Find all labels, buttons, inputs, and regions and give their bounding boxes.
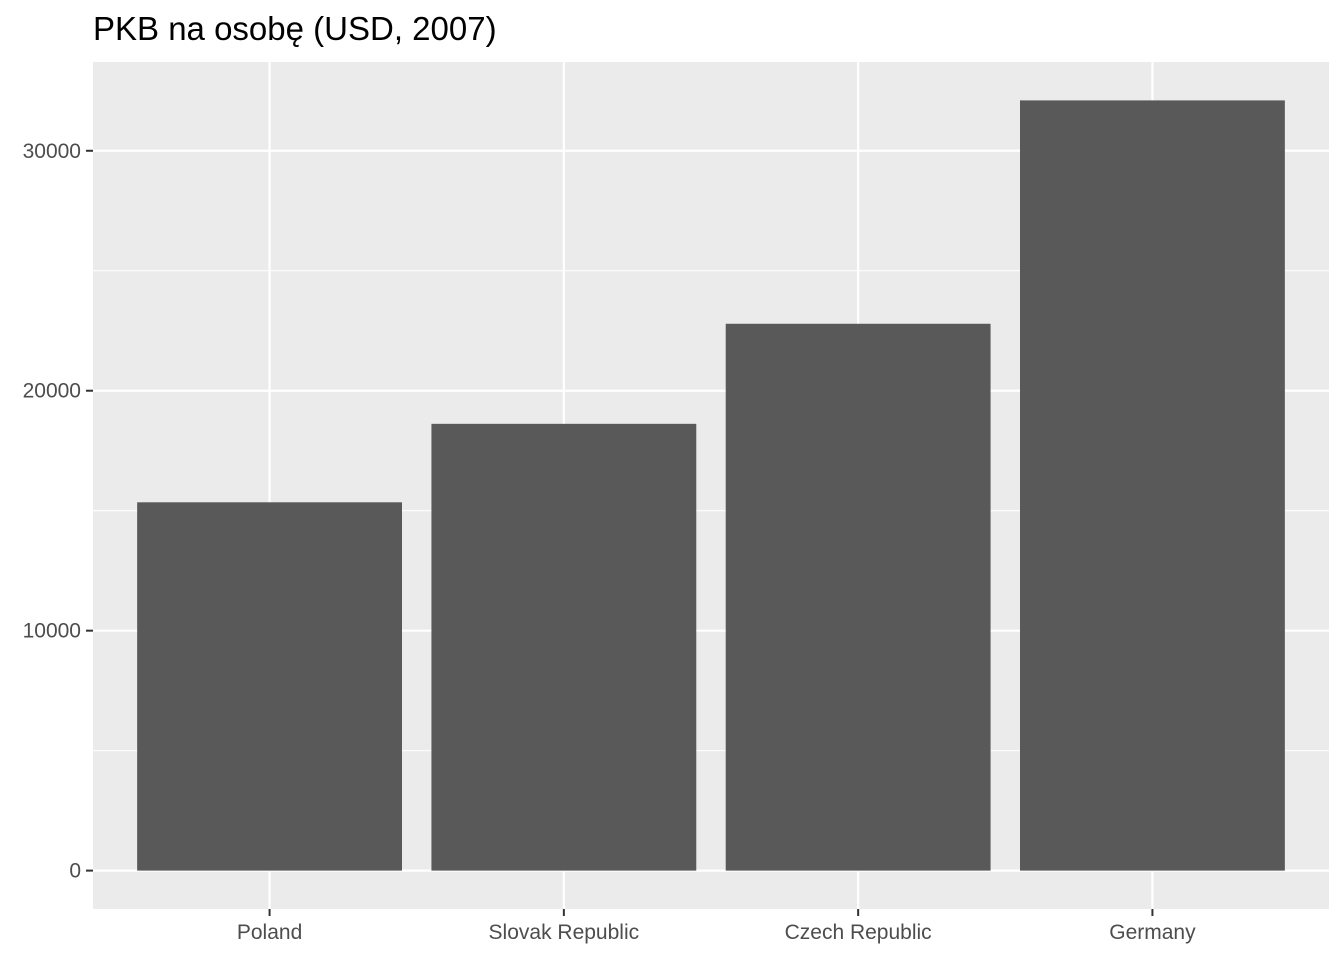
x-axis: Poland Slovak Republic Czech Republic Germa… xyxy=(237,909,1196,944)
y-tick-label: 30000 xyxy=(23,140,81,163)
x-tick-label: Czech Republic xyxy=(785,921,932,944)
bars xyxy=(137,100,1285,871)
bar-slovak-republic xyxy=(431,423,697,871)
bar-poland xyxy=(137,502,402,871)
y-tick-label: 10000 xyxy=(23,620,81,643)
x-tick-label: Slovak Republic xyxy=(489,921,640,944)
bar-czech-republic xyxy=(725,323,991,871)
x-tick-label: Germany xyxy=(1109,921,1196,944)
y-axis: 0 10000 20000 30000 xyxy=(23,140,93,883)
y-tick-label: 0 xyxy=(69,860,81,883)
y-tick-label: 20000 xyxy=(23,380,81,403)
x-tick-label: Poland xyxy=(237,921,302,944)
bar-germany xyxy=(1020,100,1285,871)
chart-title: PKB na osobę (USD, 2007) xyxy=(93,10,497,47)
